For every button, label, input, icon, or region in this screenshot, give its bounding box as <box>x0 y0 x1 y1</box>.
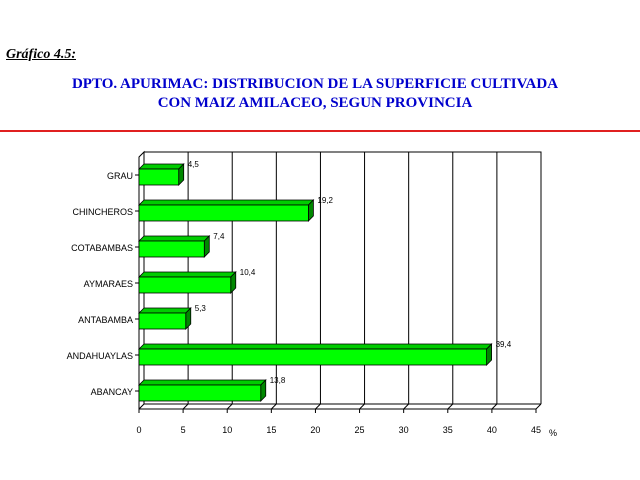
floor-line <box>535 403 542 410</box>
bar <box>138 312 187 330</box>
floor-line <box>491 403 498 410</box>
bar-top-face <box>138 343 493 350</box>
figure-label: Gráfico 4.5: <box>6 47 76 62</box>
x-tick-label: 20 <box>310 425 320 435</box>
category-label: ANTABAMBA <box>78 315 133 325</box>
bar <box>138 348 487 366</box>
category-label: COTABAMBAS <box>71 243 133 253</box>
data-label: 39,4 <box>496 340 512 349</box>
bar-top-face <box>138 271 237 278</box>
x-tick-label: 5 <box>181 425 186 435</box>
bar-top-face <box>138 235 211 242</box>
floor-line <box>270 403 277 410</box>
category-label: AYMARAES <box>84 279 133 289</box>
bar <box>138 240 205 258</box>
floor-line <box>226 403 233 410</box>
floor-line <box>359 403 365 410</box>
data-label: 13,8 <box>270 376 286 385</box>
data-label: 19,2 <box>317 196 333 205</box>
x-tick-label: 30 <box>399 425 409 435</box>
chart-title-line2: CON MAIZ AMILACEO, SEGUN PROVINCIA <box>157 95 473 111</box>
x-tick-label: 15 <box>266 425 276 435</box>
x-tick-label: 10 <box>222 425 232 435</box>
bar <box>138 204 309 222</box>
title-rule <box>0 130 640 132</box>
category-label: ABANCAY <box>91 387 133 397</box>
bar-top-face <box>138 307 192 314</box>
floor-line <box>447 403 454 410</box>
bar <box>138 384 262 402</box>
floor-line <box>403 403 410 410</box>
x-tick-label: 25 <box>355 425 365 435</box>
x-unit-label: % <box>549 428 557 438</box>
x-tick-label: 0 <box>136 425 141 435</box>
bar <box>138 276 232 294</box>
chart-title-line1: DPTO. APURIMAC: DISTRIBUCION DE LA SUPER… <box>71 76 559 92</box>
category-label: GRAU <box>107 171 133 181</box>
bar-top-face <box>138 379 267 386</box>
category-label: ANDAHUAYLAS <box>67 351 133 361</box>
x-tick-label: 35 <box>443 425 453 435</box>
x-tick-label: 40 <box>487 425 497 435</box>
x-tick-label: 45 <box>531 425 541 435</box>
data-label: 4,5 <box>188 160 200 169</box>
data-label: 7,4 <box>213 232 225 241</box>
floor-line <box>315 403 321 410</box>
bar <box>138 168 180 186</box>
bar-top-face <box>138 163 185 170</box>
data-label: 5,3 <box>195 304 207 313</box>
data-label: 10,4 <box>240 268 256 277</box>
category-label: CHINCHEROS <box>72 207 133 217</box>
floor-line <box>182 403 189 410</box>
bar-top-face <box>138 199 315 206</box>
